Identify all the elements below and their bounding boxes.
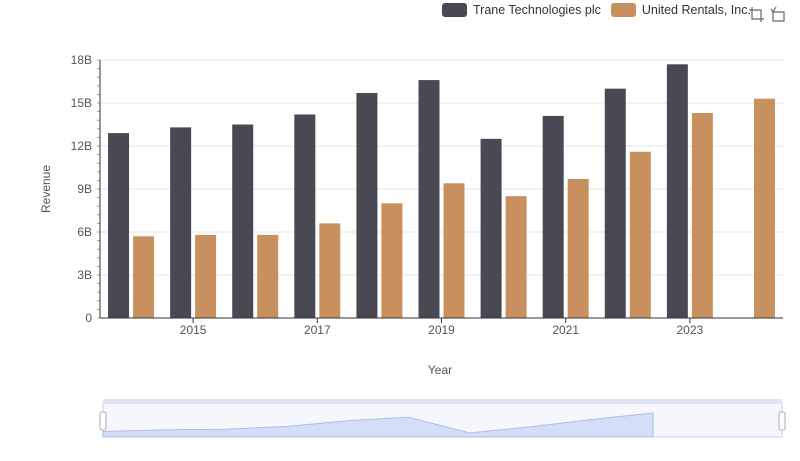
y-tick-label: 15B [71,96,92,110]
y-tick-label: 18B [71,53,92,67]
bar-series-1-2017 [294,114,316,318]
legend-label-series-2: United Rentals, Inc. [641,3,751,17]
x-tick-label: 2015 [180,323,207,337]
data-zoom-slider[interactable] [99,399,786,438]
x-tick-label: 2019 [428,323,455,337]
x-axis-label: Year [428,363,452,377]
bar-series-2-2021 [567,178,589,318]
bar-series-2-2022 [629,151,651,318]
toolbox [748,6,792,22]
bar-series-1-2019 [418,80,440,318]
bar-series-2-2024 [753,98,775,318]
bar-series-1-2023 [666,64,688,318]
legend-swatch-series-2 [610,3,636,17]
x-tick-label: 2021 [552,323,579,337]
bar-series-1-2014 [108,133,130,318]
y-tick-label: 6B [77,225,92,239]
bar-series-2-2018 [381,203,403,318]
bar-series-1-2020 [480,138,502,318]
x-tick-label: 2023 [677,323,704,337]
bar-series-2-2017 [319,223,341,318]
y-tick-label: 12B [71,139,92,153]
slider-handle-right [778,411,786,431]
legend-label-series-1: Trane Technologies plc [473,3,601,17]
x-tick-label: 2017 [304,323,331,337]
slider-preview-area [102,412,654,438]
bar-series-2-2020 [505,196,527,318]
legend-swatch-series-1 [442,3,467,17]
bar-series-2-2019 [443,183,465,318]
restore-icon[interactable] [770,6,786,22]
y-tick-label: 3B [77,268,92,282]
bar-series-1-2021 [542,115,564,319]
y-tick-label: 9B [77,182,92,196]
bar-series-2-2014 [133,236,155,318]
slider-top-bar [103,399,782,404]
bar-series-2-2023 [691,113,713,319]
bars [108,64,775,319]
bar-series-2-2016 [257,234,279,318]
bar-series-1-2022 [604,88,626,319]
bar-series-1-2018 [356,92,378,318]
y-axis-label: Revenue [39,165,53,213]
legend: Trane Technologies plc United Rentals, I… [442,3,761,17]
slider-handle-left [99,411,107,431]
legend-item-series-1[interactable]: Trane Technologies plc [442,3,601,17]
bar-series-1-2016 [232,124,254,318]
legend-item-series-2[interactable]: United Rentals, Inc. [610,3,751,17]
bar-series-1-2015 [170,127,192,318]
y-tick-label: 0 [85,311,92,325]
zoom-icon[interactable] [748,6,764,22]
axes: 0 3B 6B 9B 12B 15B 18B 2015 2017 2019 2021 2023 [71,53,783,337]
bar-series-2-2015 [195,234,217,318]
